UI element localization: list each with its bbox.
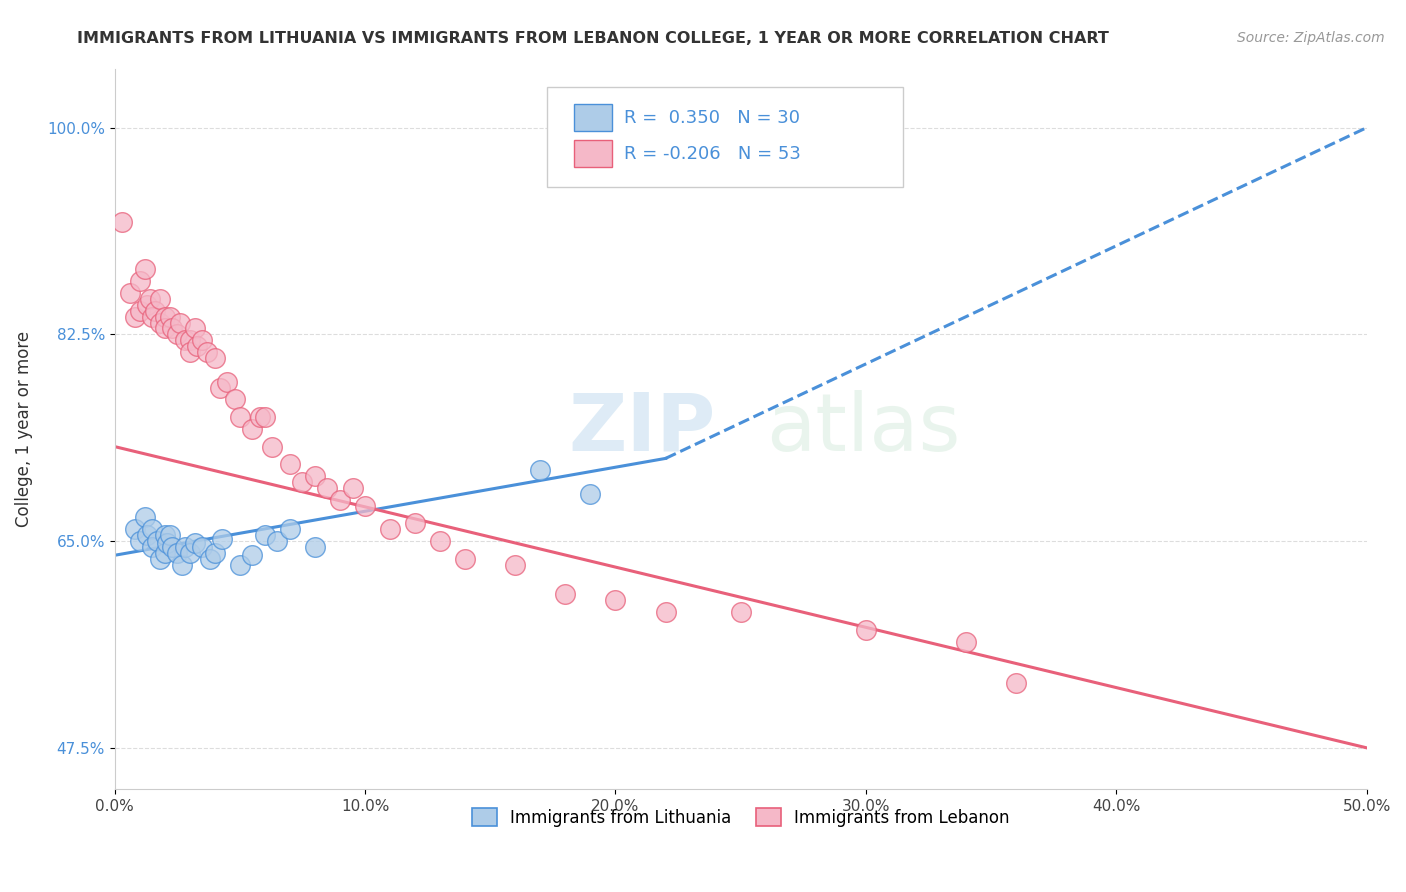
- Point: [262, 440, 284, 454]
- Point: [179, 345, 201, 359]
- Point: [124, 522, 146, 536]
- Point: [454, 551, 477, 566]
- Point: [229, 410, 252, 425]
- Point: [304, 469, 326, 483]
- Point: [136, 298, 159, 312]
- Point: [253, 410, 276, 425]
- Point: [1005, 676, 1028, 690]
- Point: [229, 558, 252, 572]
- Point: [316, 481, 339, 495]
- Point: [253, 528, 276, 542]
- Point: [153, 546, 176, 560]
- Point: [204, 351, 226, 365]
- Point: [354, 499, 377, 513]
- Point: [128, 274, 150, 288]
- Point: [159, 310, 181, 324]
- Point: [198, 551, 221, 566]
- Point: [143, 303, 166, 318]
- Text: atlas: atlas: [766, 390, 960, 468]
- Point: [278, 458, 301, 472]
- Point: [955, 634, 977, 648]
- Point: [378, 522, 401, 536]
- Point: [211, 532, 233, 546]
- Point: [166, 546, 188, 560]
- Point: [149, 316, 172, 330]
- Point: [266, 534, 288, 549]
- Point: [156, 536, 179, 550]
- Point: [429, 534, 451, 549]
- Point: [134, 262, 156, 277]
- Point: [160, 540, 183, 554]
- Text: R =  0.350   N = 30: R = 0.350 N = 30: [624, 109, 800, 127]
- Point: [579, 487, 602, 501]
- Point: [159, 528, 181, 542]
- Point: [141, 522, 163, 536]
- Point: [141, 310, 163, 324]
- Point: [136, 528, 159, 542]
- Point: [134, 510, 156, 524]
- Point: [204, 546, 226, 560]
- Point: [278, 522, 301, 536]
- Point: [240, 422, 263, 436]
- Point: [166, 327, 188, 342]
- Point: [149, 292, 172, 306]
- Point: [111, 215, 134, 229]
- Point: [138, 292, 160, 306]
- Point: [342, 481, 364, 495]
- Text: ZIP: ZIP: [568, 390, 716, 468]
- Point: [153, 528, 176, 542]
- Point: [605, 593, 627, 607]
- Point: [146, 534, 169, 549]
- Point: [217, 375, 239, 389]
- Point: [329, 492, 352, 507]
- Text: Source: ZipAtlas.com: Source: ZipAtlas.com: [1237, 31, 1385, 45]
- Point: [173, 333, 195, 347]
- Point: [208, 380, 231, 394]
- Point: [153, 321, 176, 335]
- Point: [141, 540, 163, 554]
- Point: [304, 540, 326, 554]
- Point: [179, 333, 201, 347]
- Point: [149, 551, 172, 566]
- Point: [404, 516, 426, 531]
- Point: [855, 623, 877, 637]
- Point: [118, 285, 141, 300]
- FancyBboxPatch shape: [574, 103, 612, 131]
- Point: [169, 316, 191, 330]
- Legend: Immigrants from Lithuania, Immigrants from Lebanon: Immigrants from Lithuania, Immigrants fr…: [463, 800, 1018, 835]
- Point: [124, 310, 146, 324]
- Point: [184, 536, 207, 550]
- Point: [186, 339, 208, 353]
- Point: [291, 475, 314, 489]
- Point: [179, 546, 201, 560]
- Point: [529, 463, 551, 477]
- Y-axis label: College, 1 year or more: College, 1 year or more: [15, 331, 32, 527]
- Point: [172, 558, 194, 572]
- Point: [240, 549, 263, 563]
- Point: [730, 605, 752, 619]
- Point: [184, 321, 207, 335]
- Point: [191, 333, 214, 347]
- Point: [191, 540, 214, 554]
- Point: [554, 587, 576, 601]
- FancyBboxPatch shape: [547, 87, 904, 187]
- Point: [128, 534, 150, 549]
- Point: [160, 321, 183, 335]
- Point: [505, 558, 527, 572]
- Point: [249, 410, 271, 425]
- Text: IMMIGRANTS FROM LITHUANIA VS IMMIGRANTS FROM LEBANON COLLEGE, 1 YEAR OR MORE COR: IMMIGRANTS FROM LITHUANIA VS IMMIGRANTS …: [77, 31, 1109, 46]
- Text: R = -0.206   N = 53: R = -0.206 N = 53: [624, 145, 801, 162]
- Point: [654, 605, 676, 619]
- Point: [173, 540, 195, 554]
- Point: [224, 392, 246, 407]
- FancyBboxPatch shape: [574, 140, 612, 168]
- Point: [153, 310, 176, 324]
- Point: [128, 303, 150, 318]
- Point: [195, 345, 218, 359]
